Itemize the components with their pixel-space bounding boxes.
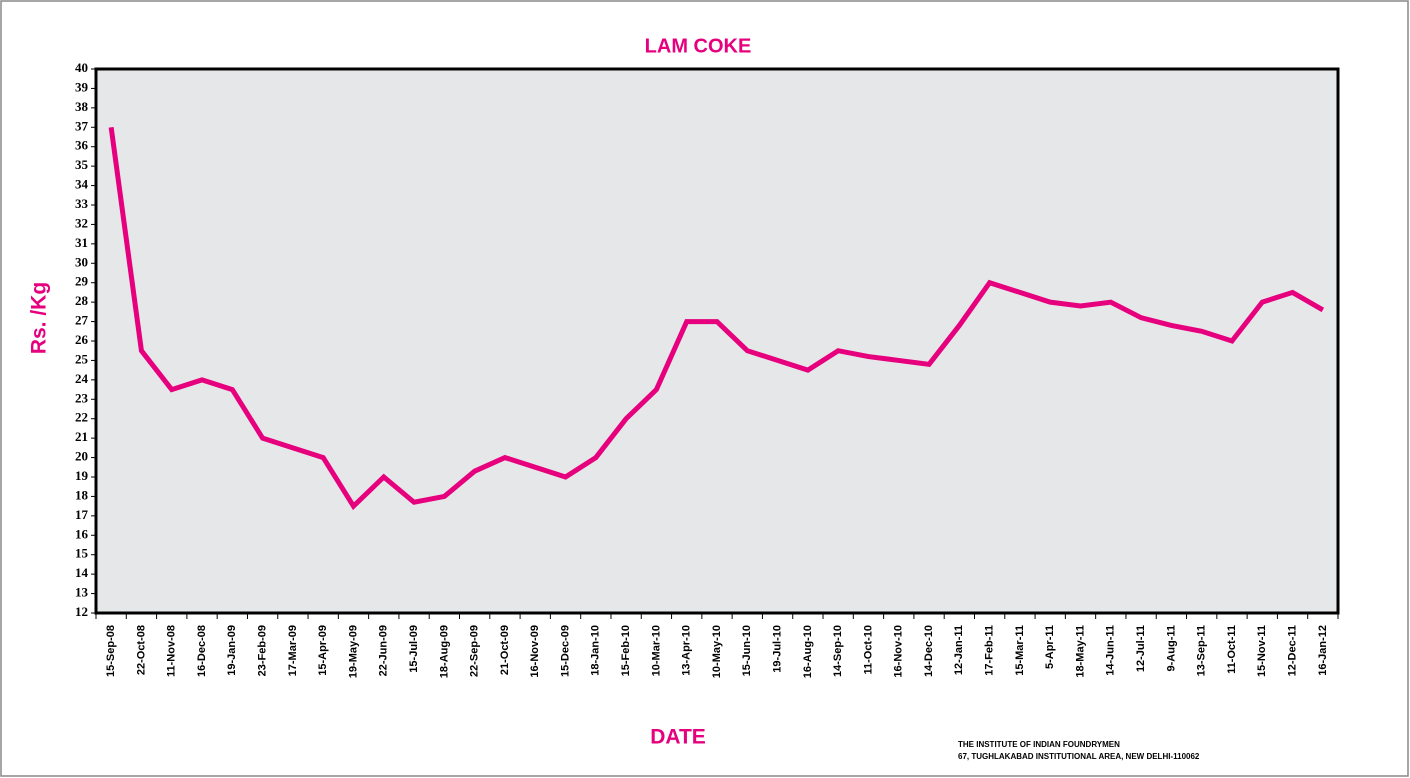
y-tick-label: 37 xyxy=(75,118,89,133)
x-tick-label: 10-Mar-10 xyxy=(650,625,662,676)
x-tick-label: 10-May-10 xyxy=(711,625,723,678)
x-tick-label: 16-Dec-08 xyxy=(196,625,208,677)
y-tick-label: 29 xyxy=(75,274,89,289)
y-tick-label: 32 xyxy=(75,215,88,230)
x-tick-label: 16-Nov-10 xyxy=(893,625,905,678)
x-tick-label: 16-Aug-10 xyxy=(802,625,814,678)
footer-line: 67, TUGHLAKABAD INSTITUTIONAL AREA, NEW … xyxy=(958,752,1200,761)
y-tick-label: 27 xyxy=(75,313,89,328)
x-tick-label: 15-Jun-10 xyxy=(741,625,753,676)
x-tick-label: 19-May-09 xyxy=(347,625,359,678)
y-tick-label: 16 xyxy=(75,526,89,541)
x-tick-label: 18-Jan-10 xyxy=(590,625,602,676)
x-tick-label: 12-Dec-11 xyxy=(1286,625,1298,676)
y-tick-label: 15 xyxy=(75,546,89,561)
x-tick-label: 12-Jul-11 xyxy=(1135,625,1147,672)
y-axis-label: Rs. /Kg xyxy=(28,282,51,354)
y-tick-label: 28 xyxy=(75,293,89,308)
x-tick-label: 19-Jul-10 xyxy=(771,625,783,673)
y-tick-label: 39 xyxy=(75,79,89,94)
y-tick-label: 36 xyxy=(75,138,89,153)
y-tick-label: 23 xyxy=(75,390,89,405)
y-tick-label: 38 xyxy=(75,99,89,114)
y-tick-label: 34 xyxy=(75,177,89,192)
x-tick-label: 13-Sep-11 xyxy=(1196,625,1208,676)
x-tick-label: 15-Dec-09 xyxy=(559,625,571,677)
y-tick-label: 12 xyxy=(75,604,88,619)
x-tick-label: 22-Oct-08 xyxy=(135,625,147,675)
x-tick-label: 17-Feb-11 xyxy=(984,625,996,676)
x-tick-label: 15-Nov-11 xyxy=(1256,625,1268,677)
x-tick-label: 12-Jan-11 xyxy=(953,625,965,675)
y-tick-label: 20 xyxy=(75,449,88,464)
x-tick-label: 11-Oct-10 xyxy=(862,625,874,675)
y-tick-label: 17 xyxy=(75,507,89,522)
x-tick-label: 15-Mar-11 xyxy=(1014,625,1026,676)
y-tick-label: 40 xyxy=(75,60,88,75)
y-tick-label: 33 xyxy=(75,196,89,211)
x-tick-label: 17-Mar-09 xyxy=(287,625,299,676)
x-axis-label: DATE xyxy=(650,726,706,749)
y-tick-label: 13 xyxy=(75,585,89,600)
x-tick-label: 23-Feb-09 xyxy=(257,625,269,676)
x-tick-label: 14-Dec-10 xyxy=(923,625,935,677)
footer-line: THE INSTITUTE OF INDIAN FOUNDRYMEN xyxy=(958,740,1120,749)
x-tick-label: 11-Nov-08 xyxy=(166,625,178,677)
x-tick-label: 14-Sep-10 xyxy=(832,625,844,677)
y-tick-label: 22 xyxy=(75,410,88,425)
x-tick-label: 16-Nov-09 xyxy=(529,625,541,678)
x-tick-label: 15-Sep-08 xyxy=(105,625,117,677)
y-tick-label: 35 xyxy=(75,157,89,172)
x-tick-label: 11-Oct-11 xyxy=(1226,625,1238,674)
x-tick-label: 9-Aug-11 xyxy=(1165,625,1177,671)
x-tick-label: 18-Aug-09 xyxy=(438,625,450,678)
plot-area xyxy=(94,67,1340,615)
y-tick-label: 21 xyxy=(75,429,88,444)
y-tick-label: 31 xyxy=(75,235,88,250)
y-tick-label: 30 xyxy=(75,254,88,269)
y-tick-label: 19 xyxy=(75,468,89,483)
x-tick-label: 13-Apr-10 xyxy=(681,625,693,676)
y-tick-label: 18 xyxy=(75,487,89,502)
y-tick-label: 26 xyxy=(75,332,89,347)
x-tick-label: 14-Jun-11 xyxy=(1105,625,1117,676)
y-tick-label: 24 xyxy=(75,371,89,386)
x-tick-label: 21-Oct-09 xyxy=(499,625,511,675)
chart-title: LAM COKE xyxy=(645,35,752,57)
x-tick-label: 18-May-11 xyxy=(1074,625,1086,678)
x-tick-label: 19-Jan-09 xyxy=(226,625,238,676)
x-tick-label: 5-Apr-11 xyxy=(1044,625,1056,669)
data-line xyxy=(108,126,1325,511)
x-tick-label: 22-Jun-09 xyxy=(378,625,390,676)
x-tick-label: 15-Apr-09 xyxy=(317,625,329,676)
x-tick-label: 15-Jul-09 xyxy=(408,625,420,673)
y-tick-label: 25 xyxy=(75,351,89,366)
y-tick-label: 14 xyxy=(75,565,89,580)
x-tick-label: 16-Jan-12 xyxy=(1317,625,1329,676)
x-tick-label: 15-Feb-10 xyxy=(620,625,632,676)
x-tick-label: 22-Sep-09 xyxy=(469,625,481,677)
